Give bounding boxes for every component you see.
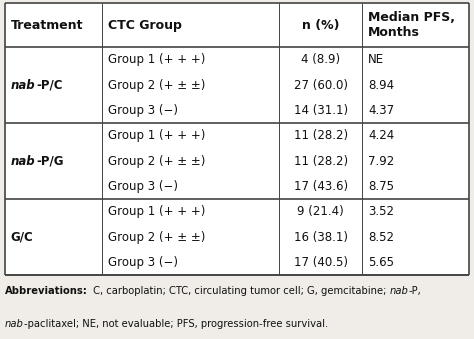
Text: 11 (28.2): 11 (28.2) — [293, 155, 347, 168]
Text: Treatment: Treatment — [10, 19, 83, 32]
Text: -P,: -P, — [408, 286, 421, 296]
Text: nab: nab — [390, 286, 408, 296]
Text: 14 (31.1): 14 (31.1) — [293, 104, 347, 117]
Text: C, carboplatin; CTC, circulating tumor cell; G, gemcitabine;: C, carboplatin; CTC, circulating tumor c… — [90, 286, 390, 296]
Text: 7.92: 7.92 — [368, 155, 394, 168]
Text: -P/C: -P/C — [36, 79, 63, 92]
Text: Group 1 (+ + +): Group 1 (+ + +) — [108, 54, 205, 66]
Text: Abbreviations:: Abbreviations: — [5, 286, 88, 296]
Text: Group 1 (+ + +): Group 1 (+ + +) — [108, 205, 205, 218]
Text: CTC Group: CTC Group — [108, 19, 182, 32]
Text: 8.52: 8.52 — [368, 231, 394, 244]
Text: Group 2 (+ ± ±): Group 2 (+ ± ±) — [108, 155, 205, 168]
Text: 4.37: 4.37 — [368, 104, 394, 117]
Text: 4 (8.9): 4 (8.9) — [301, 54, 340, 66]
Text: Group 2 (+ ± ±): Group 2 (+ ± ±) — [108, 231, 205, 244]
Text: Group 2 (+ ± ±): Group 2 (+ ± ±) — [108, 79, 205, 92]
Text: nab: nab — [10, 79, 35, 92]
Text: 8.75: 8.75 — [368, 180, 394, 193]
Text: Median PFS,
Months: Median PFS, Months — [368, 11, 455, 39]
Text: n (%): n (%) — [302, 19, 339, 32]
Text: 11 (28.2): 11 (28.2) — [293, 129, 347, 142]
Text: 4.24: 4.24 — [368, 129, 394, 142]
Text: 17 (43.6): 17 (43.6) — [293, 180, 347, 193]
Text: Group 3 (−): Group 3 (−) — [108, 180, 178, 193]
Text: Group 1 (+ + +): Group 1 (+ + +) — [108, 129, 205, 142]
Text: -P/G: -P/G — [36, 155, 64, 168]
Text: -paclitaxel; NE, not evaluable; PFS, progression-free survival.: -paclitaxel; NE, not evaluable; PFS, pro… — [24, 319, 328, 329]
Text: Group 3 (−): Group 3 (−) — [108, 104, 178, 117]
Text: Group 3 (−): Group 3 (−) — [108, 256, 178, 269]
Text: 9 (21.4): 9 (21.4) — [297, 205, 344, 218]
Text: 8.94: 8.94 — [368, 79, 394, 92]
Text: 3.52: 3.52 — [368, 205, 394, 218]
Text: 17 (40.5): 17 (40.5) — [293, 256, 347, 269]
Text: NE: NE — [368, 54, 384, 66]
Text: 5.65: 5.65 — [368, 256, 394, 269]
Text: 27 (60.0): 27 (60.0) — [293, 79, 347, 92]
Text: G/C: G/C — [10, 231, 33, 244]
Text: nab: nab — [5, 319, 24, 329]
Text: nab: nab — [10, 155, 35, 168]
Text: 16 (38.1): 16 (38.1) — [293, 231, 347, 244]
